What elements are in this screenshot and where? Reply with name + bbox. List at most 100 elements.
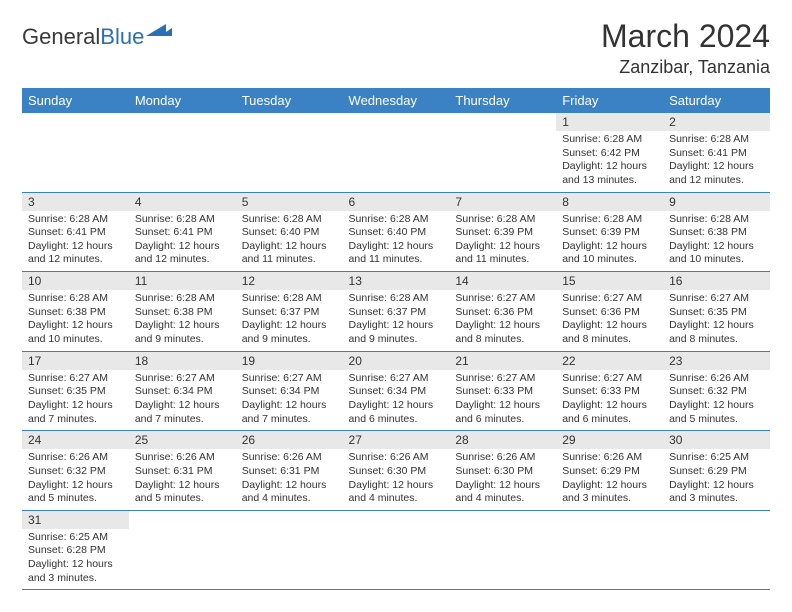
sunset-text: Sunset: 6:36 PM <box>562 306 657 320</box>
sunrise-text: Sunrise: 6:26 AM <box>669 372 764 386</box>
calendar-day-cell: 2Sunrise: 6:28 AMSunset: 6:41 PMDaylight… <box>663 113 770 192</box>
day-details: Sunrise: 6:26 AMSunset: 6:30 PMDaylight:… <box>343 449 450 510</box>
sunset-text: Sunset: 6:35 PM <box>669 306 764 320</box>
daylight-text: Daylight: 12 hours and 4 minutes. <box>242 479 337 506</box>
sunrise-text: Sunrise: 6:25 AM <box>669 451 764 465</box>
calendar-day-cell: 15 Sunrise: 6:27 AMSunset: 6:36 PMDayligh… <box>556 272 663 352</box>
daylight-text: Daylight: 12 hours and 3 minutes. <box>28 558 123 585</box>
sunrise-text: Sunrise: 6:28 AM <box>28 292 123 306</box>
weekday-header: Tuesday <box>236 88 343 113</box>
daylight-text: Daylight: 12 hours and 11 minutes. <box>455 240 550 267</box>
sunset-text: Sunset: 6:32 PM <box>669 385 764 399</box>
day-number: 16 <box>663 272 770 290</box>
calendar-day-cell <box>343 510 450 590</box>
sunset-text: Sunset: 6:37 PM <box>242 306 337 320</box>
sunrise-text: Sunrise: 6:27 AM <box>455 372 550 386</box>
calendar-day-cell: 28Sunrise: 6:26 AMSunset: 6:30 PMDayligh… <box>449 431 556 511</box>
calendar-day-cell: 7Sunrise: 6:28 AMSunset: 6:39 PMDaylight… <box>449 192 556 272</box>
calendar-week-row: 17Sunrise: 6:27 AMSunset: 6:35 PMDayligh… <box>22 351 770 431</box>
calendar-day-cell: 9Sunrise: 6:28 AMSunset: 6:38 PMDaylight… <box>663 192 770 272</box>
sunrise-text: Sunrise: 6:26 AM <box>135 451 230 465</box>
sunset-text: Sunset: 6:32 PM <box>28 465 123 479</box>
sunset-text: Sunset: 6:30 PM <box>455 465 550 479</box>
day-details: Sunrise: 6:25 AMSunset: 6:28 PMDaylight:… <box>22 529 129 590</box>
daylight-text: Daylight: 12 hours and 12 minutes. <box>135 240 230 267</box>
calendar-week-row: 3Sunrise: 6:28 AMSunset: 6:41 PMDaylight… <box>22 192 770 272</box>
daylight-text: Daylight: 12 hours and 13 minutes. <box>562 160 657 187</box>
day-number: 26 <box>236 431 343 449</box>
daylight-text: Daylight: 12 hours and 7 minutes. <box>28 399 123 426</box>
calendar-day-cell: 4Sunrise: 6:28 AMSunset: 6:41 PMDaylight… <box>129 192 236 272</box>
sunset-text: Sunset: 6:31 PM <box>135 465 230 479</box>
calendar-day-cell: 23Sunrise: 6:26 AMSunset: 6:32 PMDayligh… <box>663 351 770 431</box>
daylight-text: Daylight: 12 hours and 12 minutes. <box>28 240 123 267</box>
day-number: 12 <box>236 272 343 290</box>
calendar-day-cell: 17Sunrise: 6:27 AMSunset: 6:35 PMDayligh… <box>22 351 129 431</box>
daylight-text: Daylight: 12 hours and 11 minutes. <box>242 240 337 267</box>
sunrise-text: Sunrise: 6:28 AM <box>349 213 444 227</box>
sunset-text: Sunset: 6:34 PM <box>242 385 337 399</box>
day-number: 7 <box>449 193 556 211</box>
sunrise-text: Sunrise: 6:26 AM <box>242 451 337 465</box>
daylight-text: Daylight: 12 hours and 4 minutes. <box>455 479 550 506</box>
day-number <box>343 511 450 515</box>
day-number: 15 <box>556 272 663 290</box>
day-number <box>449 113 556 117</box>
daylight-text: Daylight: 12 hours and 10 minutes. <box>669 240 764 267</box>
day-number: 27 <box>343 431 450 449</box>
day-details: Sunrise: 6:27 AMSunset: 6:35 PMDaylight:… <box>663 290 770 351</box>
day-number <box>236 511 343 515</box>
logo: GeneralBlue <box>22 24 172 50</box>
daylight-text: Daylight: 12 hours and 4 minutes. <box>349 479 444 506</box>
day-number: 10 <box>22 272 129 290</box>
sunrise-text: Sunrise: 6:27 AM <box>349 372 444 386</box>
day-number: 25 <box>129 431 236 449</box>
daylight-text: Daylight: 12 hours and 6 minutes. <box>455 399 550 426</box>
calendar-day-cell <box>663 510 770 590</box>
weekday-header-row: Sunday Monday Tuesday Wednesday Thursday… <box>22 88 770 113</box>
title-block: March 2024 Zanzibar, Tanzania <box>601 18 770 78</box>
calendar-day-cell: 14Sunrise: 6:27 AMSunset: 6:36 PMDayligh… <box>449 272 556 352</box>
day-number <box>343 113 450 117</box>
sunrise-text: Sunrise: 6:28 AM <box>242 292 337 306</box>
daylight-text: Daylight: 12 hours and 8 minutes. <box>562 319 657 346</box>
day-details: Sunrise: 6:27 AMSunset: 6:34 PMDaylight:… <box>343 370 450 431</box>
sunrise-text: Sunrise: 6:28 AM <box>455 213 550 227</box>
sunset-text: Sunset: 6:41 PM <box>28 226 123 240</box>
sunrise-text: Sunrise: 6:26 AM <box>562 451 657 465</box>
calendar-day-cell <box>343 113 450 192</box>
daylight-text: Daylight: 12 hours and 9 minutes. <box>349 319 444 346</box>
day-details: Sunrise: 6:28 AMSunset: 6:37 PMDaylight:… <box>236 290 343 351</box>
calendar-day-cell <box>129 510 236 590</box>
calendar-day-cell: 29Sunrise: 6:26 AMSunset: 6:29 PMDayligh… <box>556 431 663 511</box>
day-number <box>129 511 236 515</box>
sunrise-text: Sunrise: 6:28 AM <box>242 213 337 227</box>
day-details: Sunrise: 6:28 AMSunset: 6:41 PMDaylight:… <box>663 131 770 192</box>
calendar-day-cell: 16Sunrise: 6:27 AMSunset: 6:35 PMDayligh… <box>663 272 770 352</box>
daylight-text: Daylight: 12 hours and 7 minutes. <box>135 399 230 426</box>
calendar-table: Sunday Monday Tuesday Wednesday Thursday… <box>22 88 770 590</box>
day-details: Sunrise: 6:27 AMSunset: 6:35 PMDaylight:… <box>22 370 129 431</box>
sunrise-text: Sunrise: 6:28 AM <box>562 213 657 227</box>
day-number: 21 <box>449 352 556 370</box>
month-title: March 2024 <box>601 18 770 55</box>
day-details: Sunrise: 6:27 AMSunset: 6:33 PMDaylight:… <box>556 370 663 431</box>
day-details: Sunrise: 6:26 AMSunset: 6:31 PMDaylight:… <box>236 449 343 510</box>
day-number: 23 <box>663 352 770 370</box>
sunrise-text: Sunrise: 6:28 AM <box>669 213 764 227</box>
calendar-day-cell: 25Sunrise: 6:26 AMSunset: 6:31 PMDayligh… <box>129 431 236 511</box>
calendar-day-cell: 3Sunrise: 6:28 AMSunset: 6:41 PMDaylight… <box>22 192 129 272</box>
day-details: Sunrise: 6:28 AMSunset: 6:39 PMDaylight:… <box>449 211 556 272</box>
day-number: 8 <box>556 193 663 211</box>
weekday-header: Monday <box>129 88 236 113</box>
day-number: 17 <box>22 352 129 370</box>
day-details: Sunrise: 6:28 AMSunset: 6:41 PMDaylight:… <box>129 211 236 272</box>
sunrise-text: Sunrise: 6:28 AM <box>135 292 230 306</box>
day-number: 1 <box>556 113 663 131</box>
calendar-day-cell <box>236 113 343 192</box>
sunrise-text: Sunrise: 6:25 AM <box>28 531 123 545</box>
sunrise-text: Sunrise: 6:27 AM <box>562 292 657 306</box>
calendar-day-cell: 20Sunrise: 6:27 AMSunset: 6:34 PMDayligh… <box>343 351 450 431</box>
location-label: Zanzibar, Tanzania <box>601 57 770 78</box>
day-number: 5 <box>236 193 343 211</box>
